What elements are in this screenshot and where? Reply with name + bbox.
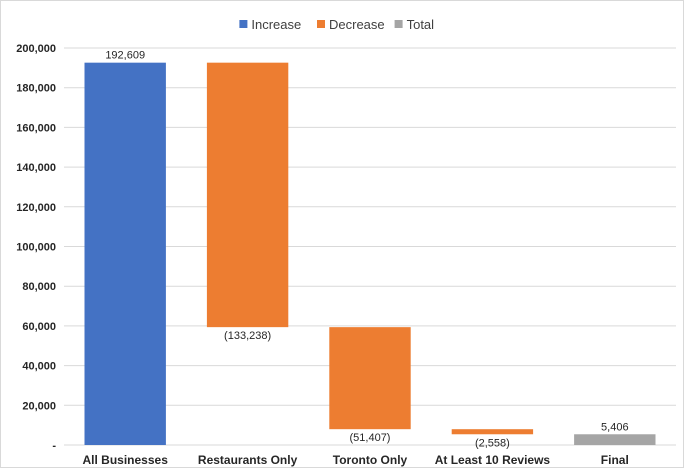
data-label: 5,406 <box>601 421 629 433</box>
legend-swatch <box>394 20 403 28</box>
data-labels: 192,609 (133,238) (51,407) (2,558) 5,406 <box>105 50 628 450</box>
data-label: (51,407) <box>350 432 391 444</box>
bar-decrease <box>206 62 289 328</box>
bar-decrease <box>451 429 534 435</box>
gridlines <box>64 47 676 446</box>
y-tick-label: 20,000 <box>22 400 56 412</box>
y-tick-label: 40,000 <box>22 361 56 373</box>
legend-label: Total <box>407 17 435 32</box>
data-label: (133,238) <box>224 330 271 342</box>
y-tick-label: 80,000 <box>22 281 56 293</box>
legend-swatch <box>317 20 325 28</box>
x-tick-label: Restaurants Only <box>198 453 298 467</box>
y-tick-label: 60,000 <box>22 321 56 333</box>
y-tick-label: 100,000 <box>16 242 56 254</box>
data-label: (2,558) <box>475 437 510 449</box>
y-tick-label: - <box>52 440 56 452</box>
x-tick-label: All Businesses <box>83 453 169 467</box>
bars <box>84 62 656 445</box>
data-label: 192,609 <box>105 50 145 62</box>
bar-total <box>574 434 656 445</box>
legend-swatch <box>239 20 248 28</box>
bar-increase <box>84 62 166 445</box>
x-axis: All Businesses Restaurants Only Toronto On… <box>83 453 629 467</box>
legend-label: Decrease <box>329 17 385 32</box>
chart-legend: Increase Decrease Total <box>239 17 434 32</box>
y-tick-label: 120,000 <box>16 202 56 214</box>
bar-decrease <box>329 327 411 430</box>
legend-label: Increase <box>251 17 301 32</box>
y-tick-label: 140,000 <box>16 162 56 174</box>
x-tick-label: Toronto Only <box>333 453 408 467</box>
y-axis: - 20,000 40,000 60,000 80,000 100,000 120,000 1… <box>16 43 56 452</box>
x-tick-label: At Least 10 Reviews <box>435 453 551 467</box>
y-tick-label: 180,000 <box>16 83 56 95</box>
x-tick-label: Final <box>601 453 629 467</box>
y-tick-label: 160,000 <box>16 122 56 134</box>
y-tick-label: 200,000 <box>16 43 56 55</box>
